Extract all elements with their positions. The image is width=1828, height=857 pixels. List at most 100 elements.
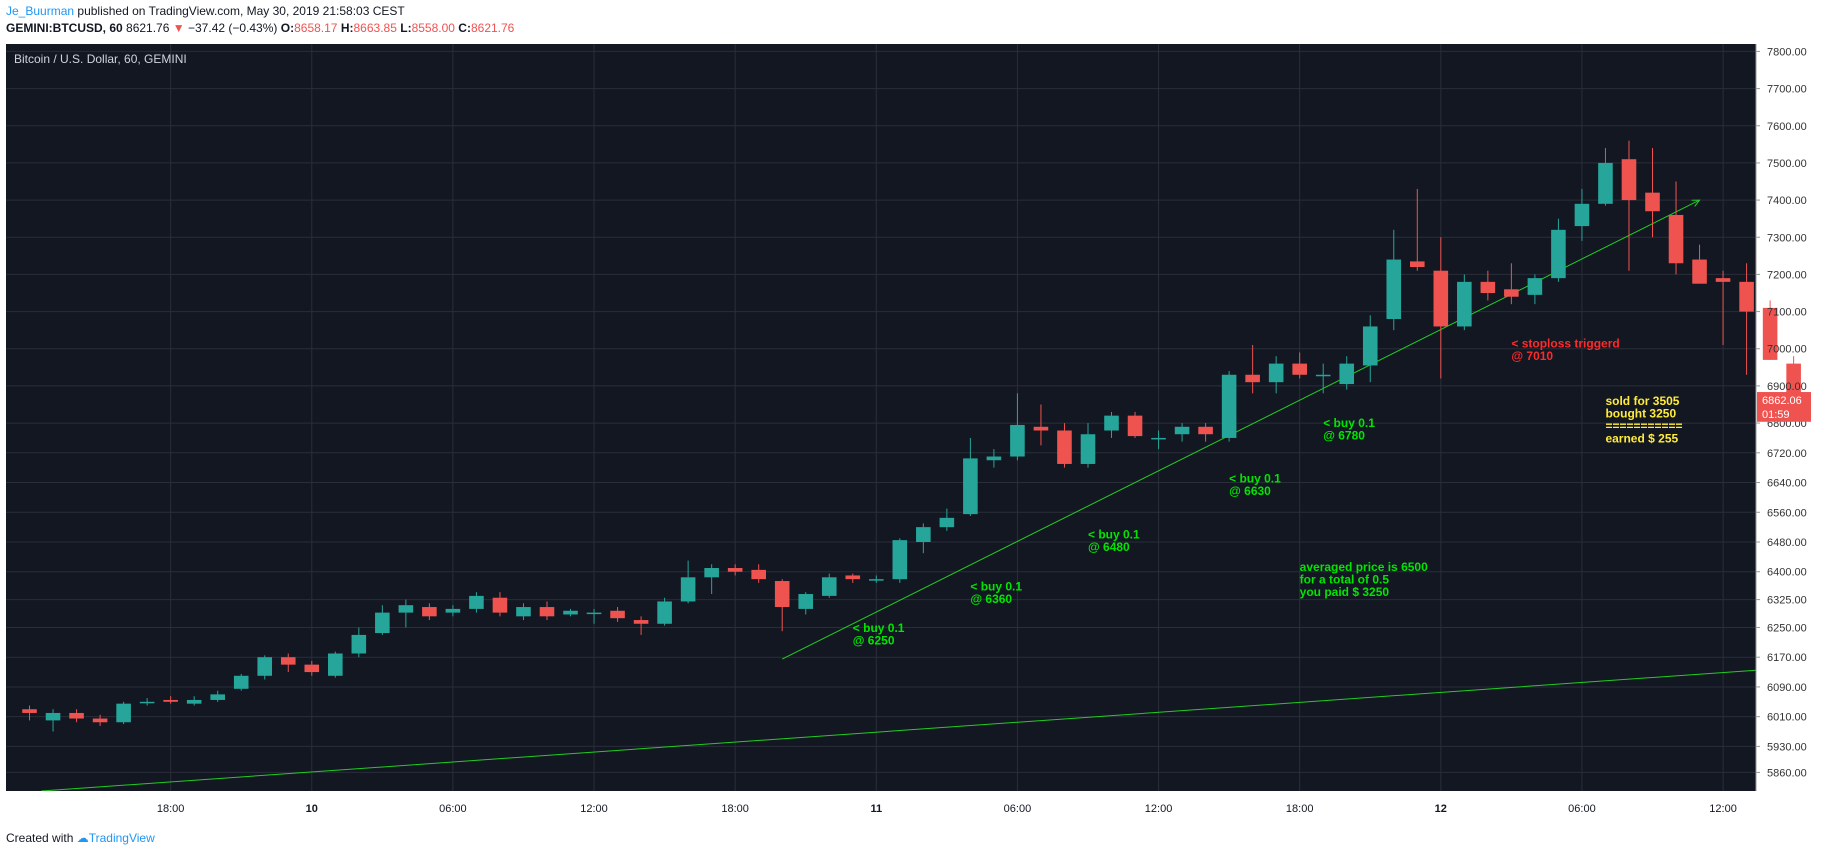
price-tick-label: 6090.00 <box>1767 682 1807 694</box>
candle-body <box>1245 374 1260 383</box>
candle-body <box>1457 281 1472 327</box>
candle-body <box>798 594 814 609</box>
candle-body <box>1127 415 1143 437</box>
candle-body <box>774 581 790 608</box>
price-tick-label: 6325.00 <box>1767 595 1807 607</box>
candle-body <box>916 527 931 542</box>
tradingview-brand[interactable]: TradingView <box>88 831 155 845</box>
candle-body <box>1151 437 1166 440</box>
publish-line: Je_Buurman published on TradingView.com,… <box>6 4 405 18</box>
price-tick-label: 7200.00 <box>1767 269 1807 281</box>
price-tick-label: 7300.00 <box>1767 232 1807 244</box>
chart-header: Je_Buurman published on TradingView.com,… <box>0 0 1828 44</box>
candle-body <box>1386 259 1402 320</box>
annotation-text: @ 6780 <box>1323 428 1365 442</box>
candle-body <box>163 699 178 702</box>
chart-title: Bitcoin / U.S. Dollar, 60, GEMINI <box>14 52 187 66</box>
annotation-text: @ 6630 <box>1229 484 1271 498</box>
candlestick-chart[interactable]: < buy 0.1@ 6250< buy 0.1@ 6360< buy 0.1@… <box>0 44 1828 822</box>
candle-body <box>1692 259 1707 284</box>
time-tick-label: 10 <box>306 803 318 815</box>
candle-body <box>821 577 837 596</box>
candle-body <box>1104 415 1119 431</box>
candle-body <box>1080 434 1096 464</box>
price-tick-label: 7700.00 <box>1767 84 1807 96</box>
annotation-text: < buy 0.1 <box>1229 472 1281 486</box>
annotation-text: bought 3250 <box>1605 407 1676 421</box>
candle-body <box>280 657 296 665</box>
candle-body <box>563 610 578 615</box>
annotation-text: earned $ 255 <box>1605 432 1678 446</box>
candle-body <box>1409 261 1425 267</box>
last-price: 8621.76 <box>126 21 170 35</box>
low-label: L: <box>400 21 412 35</box>
time-tick-label: 11 <box>870 803 882 815</box>
price-tick-label: 7000.00 <box>1767 344 1807 356</box>
candle-body <box>1292 363 1307 375</box>
candle-body <box>1621 159 1637 201</box>
candle-body <box>1739 281 1754 312</box>
publish-text: published on TradingView.com, May 30, 20… <box>77 4 405 18</box>
price-tick-label: 6480.00 <box>1767 537 1807 549</box>
annotation-text: for a total of 0.5 <box>1300 572 1390 586</box>
plot-background <box>6 44 1756 822</box>
high-label: H: <box>340 21 354 35</box>
annotation-text: < buy 0.1 <box>1323 416 1375 430</box>
candle-body <box>657 601 672 624</box>
candle-body <box>1010 424 1025 457</box>
price-tick-label: 6250.00 <box>1767 622 1807 634</box>
candle-body <box>939 517 955 528</box>
candle-body <box>516 607 531 617</box>
low-value: 8558.00 <box>411 21 455 35</box>
price-change: −37.42 (−0.43%) <box>188 21 278 35</box>
price-tick-label: 7500.00 <box>1767 158 1807 170</box>
candle-body <box>1198 426 1213 435</box>
price-tick-label: 7600.00 <box>1767 121 1807 133</box>
price-axis[interactable]: 5860.00 5930.00 6010.00 6090.00 6170.00 6250.… <box>1755 44 1811 791</box>
candle-body <box>469 595 484 609</box>
candle-body <box>1433 270 1449 327</box>
candle-body <box>680 577 696 602</box>
candle-body <box>1480 281 1496 293</box>
candle-body <box>963 458 978 515</box>
candle-body <box>45 712 61 721</box>
chart-area[interactable]: < buy 0.1 @ 6250 < buy 0.1 @ 6360 < buy 0.1 @… <box>0 44 1828 822</box>
time-tick-label: 12:00 <box>580 803 608 815</box>
tradingview-logo-icon[interactable]: ☁ <box>76 831 89 845</box>
time-axis[interactable]: 18:00 10 06:00 12:00 18:00 11 06:00 12:00 18:00 1… <box>6 791 1756 822</box>
time-tick-label: 12 <box>1435 803 1447 815</box>
candle-body <box>751 569 766 580</box>
candle-body <box>1221 374 1237 438</box>
time-tick-label: 12:00 <box>1709 803 1737 815</box>
created-with-text: Created with <box>6 831 74 845</box>
time-axis-bg <box>6 791 1756 822</box>
candle-body <box>304 664 320 673</box>
price-tick-label: 7400.00 <box>1767 195 1807 207</box>
candle-body <box>1362 326 1378 366</box>
author-link[interactable]: Je_Buurman <box>6 4 75 18</box>
candle-body <box>869 579 884 581</box>
current-price-label: 01:59 <box>1762 409 1790 421</box>
candle-body <box>1762 307 1778 360</box>
price-tick-label: 6170.00 <box>1767 652 1807 664</box>
annotation-text: < buy 0.1 <box>1088 527 1140 541</box>
open-value: 8658.17 <box>294 21 338 35</box>
annotation-text: @ 6480 <box>1088 540 1130 554</box>
price-tick-label: 5930.00 <box>1767 741 1807 753</box>
open-label: O: <box>280 21 295 35</box>
candle-body <box>1645 192 1660 212</box>
trend-lines[interactable] <box>41 199 1757 792</box>
candle-body <box>186 699 202 704</box>
candle-body <box>1786 363 1801 398</box>
annotation-text: < buy 0.1 <box>853 621 905 635</box>
footer: Created with ☁TradingView <box>6 831 155 845</box>
candle-body <box>1574 203 1590 227</box>
candle-body <box>1527 278 1543 295</box>
price-tick-label: 6010.00 <box>1767 712 1807 724</box>
time-tick-label: 18:00 <box>157 803 185 815</box>
grid-lines <box>6 44 1756 791</box>
price-tick-label: 6560.00 <box>1767 507 1807 519</box>
annotations: < buy 0.1@ 6250< buy 0.1@ 6360< buy 0.1@… <box>853 336 1683 647</box>
annotation-text: < buy 0.1 <box>970 579 1022 593</box>
candle-body <box>1057 430 1072 464</box>
